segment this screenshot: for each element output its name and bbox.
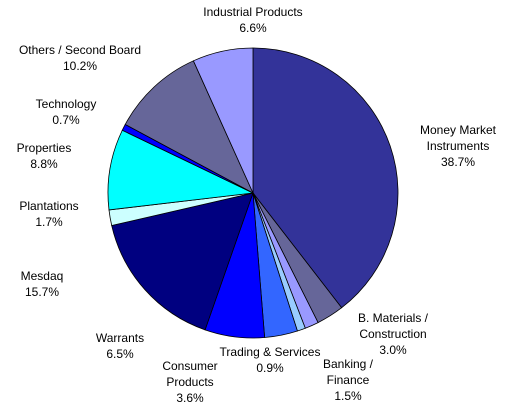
pie-slice [124,60,254,194]
value-label: 15.7% [24,285,60,299]
pie-slice [192,47,254,194]
slice-label: Money Market Instruments 38.7% [408,122,508,170]
slice-label: Warrants 6.5% [80,330,160,362]
slice-label: Technology 0.7% [21,96,111,128]
category-name: Mesdaq [20,269,64,283]
slice-label: Banking / Finance 1.5% [313,356,383,404]
value-label: 1.5% [334,389,362,403]
category-name: Consumer Products [162,359,218,389]
category-name: Properties [16,141,72,155]
pie-slice [111,192,254,331]
value-label: 0.7% [52,113,80,127]
category-name: B. Materials / Construction [357,311,429,341]
value-label: 3.0% [379,343,407,357]
category-name: Industrial Products [203,5,303,19]
category-name: Banking / Finance [322,357,374,387]
slice-label: Industrial Products 6.6% [173,4,333,36]
slice-label: B. Materials / Construction 3.0% [346,310,441,358]
category-name: Warrants [95,331,145,345]
pie-slice [107,129,255,211]
category-name: Technology [35,97,97,111]
value-label: 38.7% [440,155,476,169]
value-label: 6.6% [239,21,267,35]
slice-label: Trading & Services 0.9% [200,344,340,376]
slice-label: Mesdaq 15.7% [2,268,82,300]
pie-slice [252,47,399,309]
value-label: 8.8% [30,157,58,171]
value-label: 3.6% [176,391,204,405]
category-name: Money Market Instruments [419,123,497,153]
slice-label: Consumer Products 3.6% [158,358,223,406]
category-name: Trading & Services [219,345,321,359]
category-name: Plantations [19,199,79,213]
value-label: 6.5% [106,347,134,361]
value-label: 0.9% [256,361,284,375]
value-label: 1.7% [35,215,63,229]
value-label: 10.2% [62,59,98,73]
slice-label: Plantations 1.7% [9,198,89,230]
slice-label: Others / Second Board 10.2% [0,42,160,74]
slice-label: Properties 8.8% [4,140,84,172]
category-name: Others / Second Board [18,43,142,57]
